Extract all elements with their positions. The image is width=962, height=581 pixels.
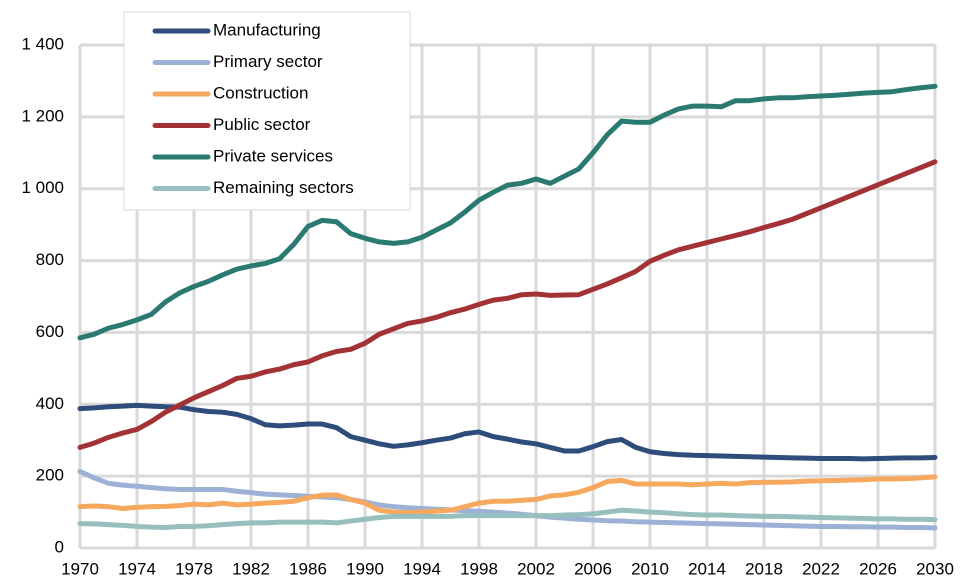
legend-label: Construction (213, 83, 308, 102)
series-line (77, 402, 938, 462)
x-tick-label: 1986 (289, 559, 327, 578)
y-tick-label: 400 (36, 394, 64, 413)
x-tick-label: 2010 (631, 559, 669, 578)
x-tick-label: 1990 (346, 559, 384, 578)
series-line (77, 468, 938, 531)
x-tick-label: 2014 (688, 559, 726, 578)
x-tick-label: 1974 (118, 559, 156, 578)
y-tick-label: 200 (36, 466, 64, 485)
x-tick-label: 2002 (517, 559, 555, 578)
legend-label: Public sector (213, 115, 311, 134)
series-line (77, 507, 938, 531)
x-tick-label: 2006 (574, 559, 612, 578)
x-tick-label: 1994 (403, 559, 441, 578)
x-tick-label: 1978 (175, 559, 213, 578)
x-tick-label: 2022 (802, 559, 840, 578)
y-tick-label: 800 (36, 250, 64, 269)
plot-lines (77, 83, 938, 531)
x-tick-label: 2030 (916, 559, 954, 578)
x-tick-label: 2026 (859, 559, 897, 578)
x-tick-label: 1982 (232, 559, 270, 578)
y-tick-label: 600 (36, 322, 64, 341)
x-tick-label: 2018 (745, 559, 783, 578)
legend-label: Remaining sectors (213, 178, 354, 197)
y-tick-label: 0 (55, 537, 64, 556)
x-tick-label: 1998 (460, 559, 498, 578)
legend-label: Manufacturing (213, 20, 321, 39)
legend-label: Private services (213, 146, 333, 165)
y-tick-label: 1 200 (21, 106, 64, 125)
y-tick-label: 1 400 (21, 34, 64, 53)
legend-box (123, 11, 411, 211)
x-tick-label: 1970 (61, 559, 99, 578)
series-line (77, 83, 938, 341)
series-line (77, 159, 938, 450)
legend: Manufacturing Primary sector Construction P… (123, 11, 411, 211)
y-tick-label: 1 000 (21, 178, 64, 197)
legend-label: Primary sector (213, 52, 323, 71)
series-line (77, 474, 938, 516)
